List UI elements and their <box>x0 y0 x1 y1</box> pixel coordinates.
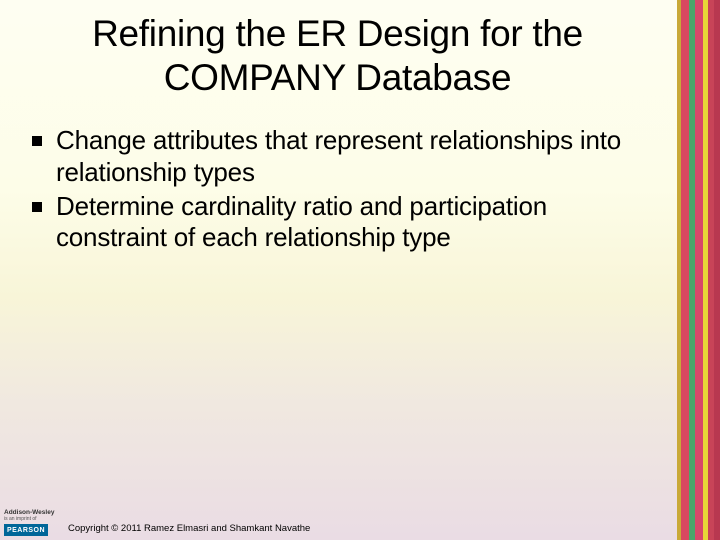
side-stripes <box>677 0 720 540</box>
bullet-text: Determine cardinality ratio and particip… <box>56 191 657 254</box>
content-area: Refining the ER Design for the COMPANY D… <box>0 0 675 256</box>
copyright-text: Copyright © 2011 Ramez Elmasri and Shamk… <box>68 523 310 534</box>
bullet-item: Change attributes that represent relatio… <box>32 125 657 188</box>
publisher-logo: Addison-Wesley is an imprint of PEARSON <box>4 510 60 537</box>
square-bullet-icon <box>32 136 42 146</box>
pearson-badge: PEARSON <box>4 524 48 536</box>
brand-subline: is an imprint of <box>4 516 60 522</box>
square-bullet-icon <box>32 202 42 212</box>
title-line-2: COMPANY Database <box>164 57 512 98</box>
decorative-stripe <box>714 0 720 540</box>
slide-title: Refining the ER Design for the COMPANY D… <box>0 12 675 117</box>
bullet-list: Change attributes that represent relatio… <box>0 117 675 254</box>
bullet-item: Determine cardinality ratio and particip… <box>32 191 657 254</box>
slide: Refining the ER Design for the COMPANY D… <box>0 0 720 540</box>
decorative-stripe <box>681 0 689 540</box>
footer: Addison-Wesley is an imprint of PEARSON … <box>0 492 720 540</box>
bullet-text: Change attributes that represent relatio… <box>56 125 657 188</box>
title-line-1: Refining the ER Design for the <box>92 13 583 54</box>
decorative-stripe <box>695 0 703 540</box>
